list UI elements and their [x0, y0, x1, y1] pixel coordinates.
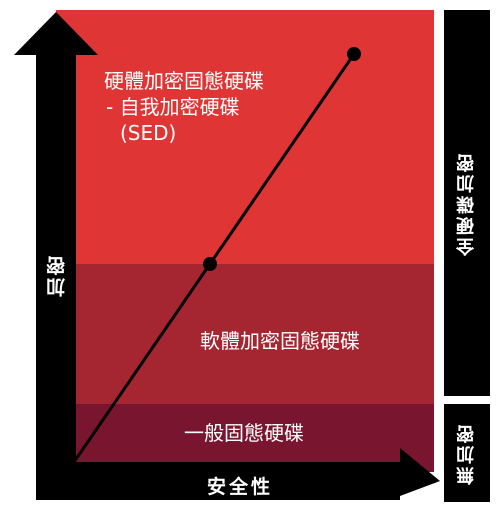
- software-encryption-point: [203, 257, 217, 271]
- hardware-encryption-label-line3: (SED): [120, 121, 177, 145]
- hardware-encryption-zone: [56, 10, 434, 264]
- hardware-encryption-label: 硬體加密固態硬碟 - 自我加密硬碟 (SED): [104, 68, 264, 146]
- standard-ssd-zone: [56, 404, 434, 472]
- no-encryption-label: 無加密: [456, 421, 477, 485]
- hardware-encryption-point: [347, 47, 361, 61]
- standard-ssd-label: 一般固態硬碟: [184, 421, 304, 445]
- y-axis-label-text: 加密: [45, 253, 68, 297]
- y-axis-arrow: [14, 12, 98, 500]
- hardware-encryption-label-line1: 硬體加密固態硬碟: [104, 69, 264, 93]
- hardware-encryption-label-line2: - 自我加密硬碟: [106, 95, 240, 119]
- x-axis-arrow: [36, 448, 440, 500]
- full-disk-encryption-bar: 全硬碟加密: [444, 10, 490, 396]
- no-encryption-bar: 無加密: [444, 404, 490, 502]
- full-disk-encryption-label: 全硬碟加密: [456, 150, 477, 256]
- software-encryption-zone: [56, 264, 434, 404]
- software-encryption-label: 軟體加密固態硬碟: [200, 329, 360, 353]
- y-axis-label: 加密: [36, 240, 76, 310]
- x-axis-label: 安全性: [206, 476, 273, 498]
